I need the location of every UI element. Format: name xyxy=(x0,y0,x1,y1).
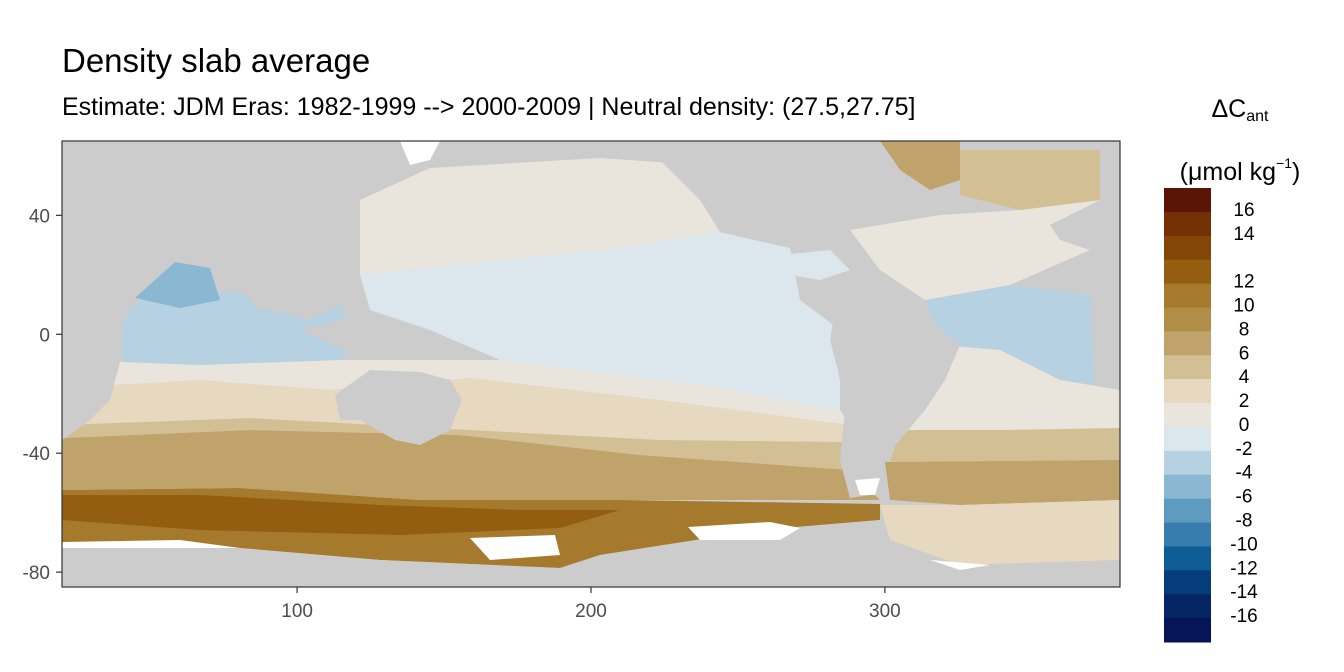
legend-swatch xyxy=(1164,379,1211,404)
continents xyxy=(62,141,1120,587)
legend-label: 6 xyxy=(1239,343,1250,364)
x-tick-label: 200 xyxy=(575,601,607,622)
ocean-north-pacific xyxy=(360,158,720,275)
land-indonesia xyxy=(300,315,440,352)
legend-label: -16 xyxy=(1230,606,1257,627)
legend-swatch xyxy=(1164,331,1211,356)
plot-subtitle: Estimate: JDM Eras: 1982-1999 --> 2000-2… xyxy=(62,93,916,121)
land-australia xyxy=(335,370,462,445)
legend-label: 0 xyxy=(1239,415,1250,436)
ocean-arabian-sea xyxy=(135,262,220,308)
legend-swatch xyxy=(1164,426,1211,452)
land-north-america-west xyxy=(650,141,700,200)
land-south-america xyxy=(830,290,960,498)
legend-title-variable: ΔCant xyxy=(1150,86,1330,140)
ocean-atlantic-equatorial xyxy=(925,285,1095,385)
legend-title-subscript: ant xyxy=(1246,108,1269,125)
land-africa-west xyxy=(1010,240,1120,300)
ocean-pacific-equatorial xyxy=(360,232,840,410)
ocean-band-subtropical-pale xyxy=(62,360,850,425)
land-north-america xyxy=(700,141,920,250)
missing-arctic-pacific xyxy=(400,141,440,165)
missing-ross-sea xyxy=(688,522,800,540)
legend-label: 8 xyxy=(1239,319,1250,340)
land-greenland xyxy=(960,141,1100,150)
legend-swatch xyxy=(1164,594,1211,619)
legend-label: -4 xyxy=(1236,463,1253,484)
y-tick-label: -40 xyxy=(23,444,50,465)
legend-swatch xyxy=(1164,355,1211,380)
legend-swatch xyxy=(1164,570,1211,595)
ocean-weddell xyxy=(880,500,1120,565)
legend-swatch xyxy=(1164,450,1211,476)
legend-swatch xyxy=(1164,211,1211,237)
legend-swatch xyxy=(1164,235,1211,261)
x-tick-label: 300 xyxy=(869,601,901,622)
legend-title-unit: (μmol kg−1) xyxy=(1150,140,1330,195)
legend-unit-suffix: ) xyxy=(1292,158,1301,186)
ocean-band-southern-mid xyxy=(62,430,880,500)
map-panel xyxy=(62,141,1120,587)
legend-unit-superscript: −1 xyxy=(1276,155,1292,171)
legend-unit-prefix: (μmol kg xyxy=(1179,158,1277,186)
legend-label: -12 xyxy=(1230,558,1257,579)
legend-swatch xyxy=(1164,522,1211,547)
ocean-atlantic-south-band xyxy=(890,428,1120,462)
legend-swatch xyxy=(1164,403,1211,428)
legend-label: -2 xyxy=(1236,439,1253,460)
legend-swatch xyxy=(1164,283,1211,308)
missing-weddell-edge xyxy=(930,560,990,570)
land-europe xyxy=(1050,195,1120,250)
ocean-subpolar-atlantic xyxy=(960,150,1100,210)
missing-data xyxy=(62,141,990,570)
legend-label: -14 xyxy=(1230,582,1258,603)
land-antarctica xyxy=(62,520,1120,587)
land-africa xyxy=(62,141,380,440)
land-india-asia xyxy=(210,200,360,320)
y-tick-label: 40 xyxy=(29,206,50,227)
legend-label: 12 xyxy=(1233,272,1254,293)
legend-swatch xyxy=(1164,474,1211,500)
legend-label: -10 xyxy=(1230,534,1257,555)
legend-title-main: ΔC xyxy=(1211,95,1247,123)
legend-label: -8 xyxy=(1236,511,1253,532)
plot-title: Density slab average xyxy=(62,42,371,79)
ocean-caribbean xyxy=(780,250,850,280)
legend-label: -6 xyxy=(1236,487,1253,508)
y-tick-label: -80 xyxy=(23,563,50,584)
ocean-labrador-sea xyxy=(880,141,960,190)
missing-kerguelen xyxy=(470,535,560,560)
legend-swatch xyxy=(1164,259,1211,285)
legend-label: 10 xyxy=(1233,295,1254,316)
ocean-band-southern-light xyxy=(62,418,850,470)
missing-falkland xyxy=(855,478,880,495)
legend-swatch xyxy=(1164,498,1211,524)
ocean-atlantic-south xyxy=(900,345,1120,440)
legend-swatch xyxy=(1164,546,1211,571)
ocean-band-southern-darker xyxy=(62,495,620,535)
missing-antarctic-coast xyxy=(62,540,240,548)
y-tick-label: 0 xyxy=(39,325,50,346)
x-tick-label: 100 xyxy=(281,601,313,622)
legend-swatch xyxy=(1164,307,1211,332)
legend-label: 16 xyxy=(1233,200,1254,221)
legend-title: ΔCant (μmol kg−1) xyxy=(1150,86,1330,195)
legend-swatch xyxy=(1164,618,1211,643)
legend-label: 2 xyxy=(1239,391,1250,412)
legend-label: 14 xyxy=(1233,224,1255,245)
land-europe-asia-north xyxy=(1020,141,1120,210)
legend-swatch xyxy=(1164,188,1211,213)
legend-label: 4 xyxy=(1239,367,1250,388)
ocean-atlantic-south-band2 xyxy=(885,460,1120,505)
